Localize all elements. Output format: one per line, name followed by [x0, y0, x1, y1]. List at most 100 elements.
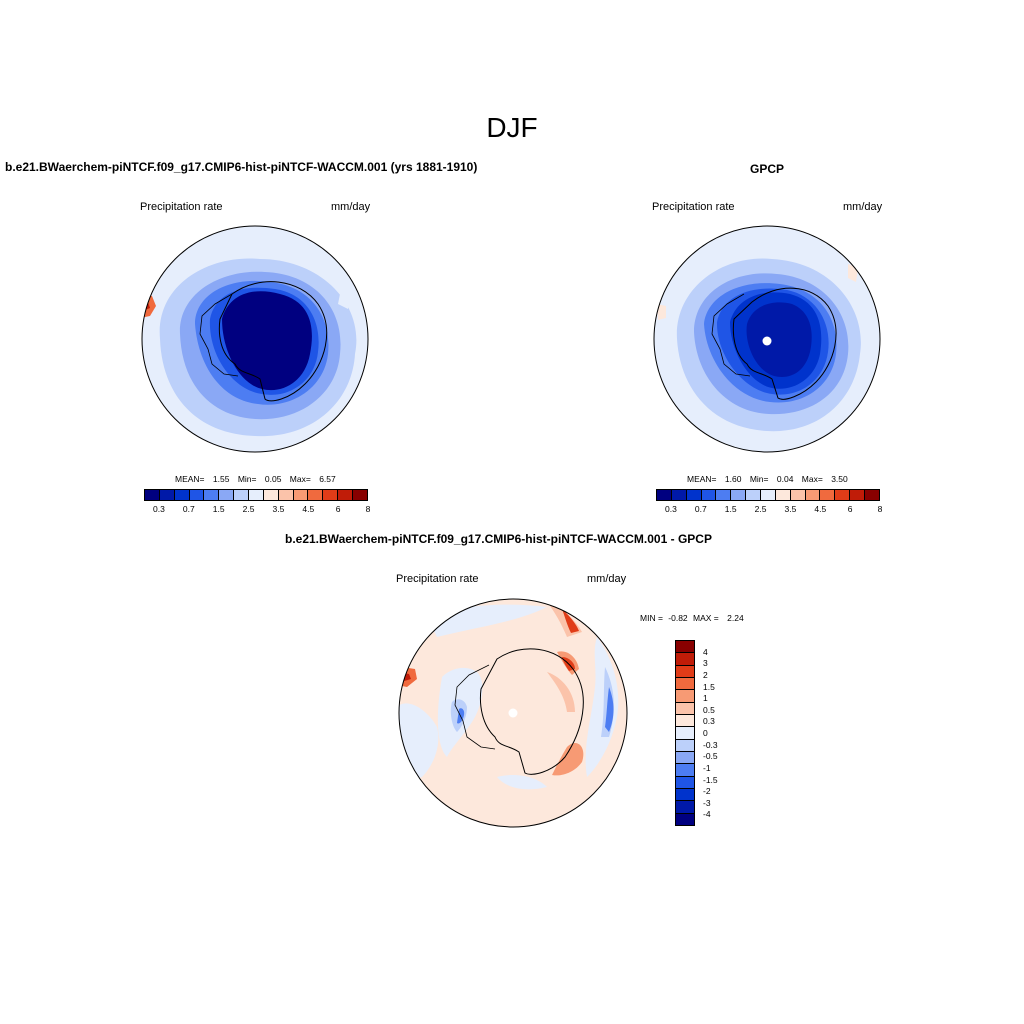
obs-min-label: Min=: [749, 474, 769, 484]
diff-polar-map: [398, 598, 628, 828]
colorbar-swatch: [249, 490, 264, 500]
colorbar-tick-label: 4.5: [814, 504, 827, 514]
colorbar-tick-label: 1: [703, 693, 708, 704]
diff-max-value: 2.24: [727, 613, 744, 623]
colorbar-tick-label: 1.5: [703, 681, 715, 692]
colorbar-swatch: [775, 490, 791, 500]
colorbar-tick-label: 0.3: [703, 716, 715, 727]
obs-stats: MEAN= 1.60 Min= 0.04 Max= 3.50: [687, 474, 848, 484]
colorbar-swatch: [676, 653, 694, 666]
colorbar-tick-label: 1.5: [212, 504, 225, 514]
colorbar-tick-label: 2.5: [242, 504, 255, 514]
diff-units-label: mm/day: [587, 573, 627, 585]
colorbar-swatch: [790, 490, 806, 500]
diff-max-label: MAX =: [693, 613, 719, 623]
model-mean-value: 1.55: [212, 474, 230, 484]
colorbar-swatch: [676, 677, 694, 691]
colorbar-swatch: [263, 490, 279, 500]
colorbar-tick-label: -0.3: [703, 739, 718, 750]
model-min-label: Min=: [237, 474, 257, 484]
colorbar-swatch: [676, 690, 694, 703]
model-max-label: Max=: [289, 474, 311, 484]
colorbar-swatch: [671, 490, 687, 500]
diff-colorbar: 4 3 2 1.5 1 0.5 0.3 0 -0.3 -0.5 -1 -1.5 -2 -3 -4: [675, 640, 718, 826]
colorbar-tick-label: -1.5: [703, 774, 718, 785]
colorbar-swatch: [676, 702, 694, 715]
colorbar-tick-label: 6: [335, 504, 341, 514]
colorbar-swatch: [189, 490, 205, 500]
colorbar-tick-label: 0.3: [665, 504, 677, 514]
colorbar-swatch: [805, 490, 821, 500]
colorbar-tick-label: 3.5: [272, 504, 285, 514]
model-min-value: 0.05: [264, 474, 282, 484]
colorbar-swatch: [676, 788, 694, 802]
colorbar-swatch: [657, 490, 672, 500]
colorbar-tick-label: 8: [365, 504, 371, 514]
obs-units-label: mm/day: [843, 201, 883, 213]
model-panel-title: b.e21.BWaerchem-piNTCF.f09_g17.CMIP6-his…: [5, 160, 478, 174]
model-mean-label: MEAN=: [175, 474, 205, 484]
colorbar-swatch: [850, 490, 866, 500]
diff-min-label: MIN =: [640, 613, 663, 623]
colorbar-tick-label: 4.5: [302, 504, 315, 514]
colorbar-swatch: [731, 490, 747, 500]
colorbar-tick-label: 2: [703, 669, 708, 680]
model-left-label: Precipitation rate: [140, 201, 223, 213]
colorbar-swatch: [174, 490, 190, 500]
model-units-label: mm/day: [331, 201, 371, 213]
colorbar-tick-label: 1.5: [724, 504, 737, 514]
colorbar-swatch: [676, 714, 694, 728]
model-polar-map: [141, 225, 369, 453]
colorbar-tick-label: 3.5: [784, 504, 797, 514]
colorbar-swatch: [676, 641, 694, 654]
colorbar-swatch: [219, 490, 235, 500]
colorbar-swatch: [676, 801, 694, 814]
obs-mean-value: 1.60: [724, 474, 742, 484]
obs-max-label: Max=: [801, 474, 823, 484]
colorbar-tick-label: 0.7: [182, 504, 195, 514]
colorbar-swatch: [820, 490, 836, 500]
figure-title: DJF: [486, 112, 538, 143]
obs-left-label: Precipitation rate: [652, 201, 735, 213]
colorbar-tick-label: 2.5: [754, 504, 767, 514]
colorbar-tick-label: 0.7: [694, 504, 707, 514]
diff-min-value: -0.82: [668, 613, 688, 623]
diff-panel-title: b.e21.BWaerchem-piNTCF.f09_g17.CMIP6-his…: [285, 532, 712, 546]
colorbar-tick-label: 0.3: [153, 504, 165, 514]
colorbar-tick-label: 3: [703, 658, 708, 669]
colorbar-swatch: [234, 490, 250, 500]
colorbar-swatch: [835, 490, 851, 500]
colorbar-swatch: [716, 490, 732, 500]
model-stats: MEAN= 1.55 Min= 0.05 Max= 6.57: [175, 474, 336, 484]
obs-panel-title: GPCP: [750, 162, 785, 176]
obs-min-value: 0.04: [776, 474, 794, 484]
obs-polar-map: [653, 225, 881, 453]
colorbar-swatch: [676, 727, 694, 740]
colorbar-swatch: [761, 490, 776, 500]
colorbar-tick-label: -3: [703, 797, 711, 808]
obs-colorbar: 0.3 0.7 1.5 2.5 3.5 4.5 6 8: [656, 489, 882, 515]
colorbar-swatch: [293, 490, 309, 500]
colorbar-swatch: [353, 490, 367, 500]
colorbar-swatch: [686, 490, 702, 500]
model-colorbar: 0.3 0.7 1.5 2.5 3.5 4.5 6 8: [144, 489, 371, 515]
colorbar-swatch: [204, 490, 220, 500]
colorbar-swatch: [676, 813, 694, 825]
colorbar-swatch: [278, 490, 294, 500]
colorbar-swatch: [676, 764, 694, 777]
colorbar-swatch: [676, 776, 694, 789]
colorbar-swatch: [323, 490, 339, 500]
colorbar-tick-label: 4: [703, 646, 708, 657]
diff-left-label: Precipitation rate: [396, 573, 479, 585]
colorbar-swatch: [338, 490, 354, 500]
obs-mean-label: MEAN=: [687, 474, 717, 484]
colorbar-tick-label: -4: [703, 809, 711, 820]
obs-max-value: 3.50: [831, 474, 848, 484]
colorbar-tick-label: -0.5: [703, 751, 718, 762]
colorbar-tick-label: 0: [703, 728, 708, 738]
diff-minmax: MIN = -0.82 MAX = 2.24: [640, 613, 744, 623]
colorbar-swatch: [746, 490, 762, 500]
colorbar-swatch: [865, 490, 879, 500]
colorbar-tick-label: -2: [703, 786, 711, 797]
colorbar-swatch: [145, 490, 160, 500]
